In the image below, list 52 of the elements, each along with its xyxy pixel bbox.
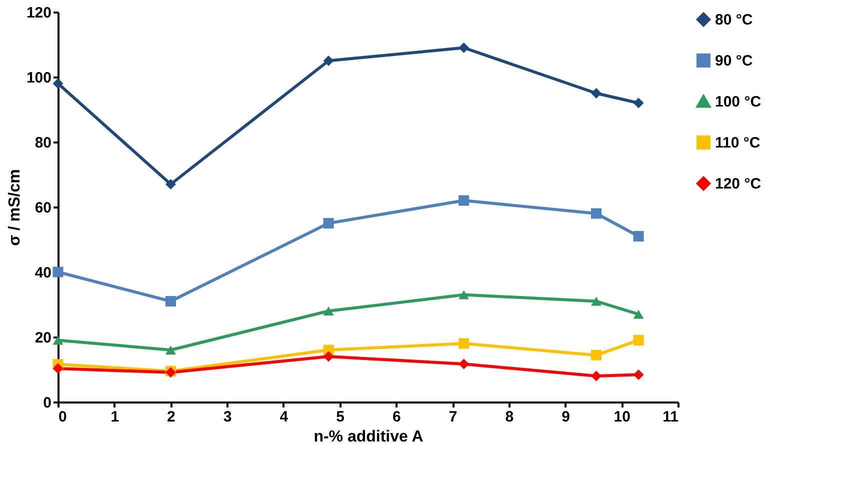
point: [633, 369, 644, 380]
legend-label: 90 °C: [715, 52, 753, 70]
x-tick-label: 2: [167, 408, 176, 426]
y-tick-label: 40: [34, 264, 52, 282]
point: [165, 179, 176, 190]
point: [458, 290, 470, 300]
x-tick-label: 8: [505, 408, 514, 426]
point: [52, 363, 64, 374]
point: [633, 310, 644, 319]
legend-label: 80 °C: [715, 12, 753, 28]
point: [633, 231, 644, 242]
point: [591, 350, 602, 360]
point: [591, 296, 602, 306]
point: [52, 336, 64, 345]
point: [458, 195, 470, 206]
point: [458, 42, 470, 53]
legend-label: 100 °C: [715, 94, 762, 110]
y-tick-label: 120: [26, 4, 52, 22]
y-axis-title: σ / mS/cm: [6, 169, 24, 246]
x-tick-label: 6: [392, 408, 401, 426]
point: [458, 338, 470, 349]
point: [52, 78, 64, 89]
x-tick-label: 9: [562, 408, 570, 426]
point: [591, 208, 602, 219]
x-tick-label: 11: [662, 408, 678, 426]
x-tick-label: 0: [58, 408, 67, 426]
x-tick-label: 3: [223, 408, 232, 426]
point: [633, 98, 644, 108]
x-tick-label: 5: [336, 408, 344, 426]
point: [323, 351, 334, 362]
legend-label: 120 °C: [715, 176, 762, 192]
x-tick-label: 7: [448, 408, 458, 426]
y-tick-label: 100: [26, 70, 52, 86]
point: [323, 56, 334, 66]
x-tick-label: 1: [110, 408, 120, 426]
point: [591, 88, 602, 98]
point: [165, 345, 176, 355]
point: [323, 306, 334, 316]
point: [52, 266, 64, 278]
y-tick-label: 0: [43, 394, 52, 412]
y-tick-label: 60: [34, 200, 52, 216]
point: [323, 218, 334, 228]
y-tick-label: 80: [34, 134, 52, 152]
legend-label: 110 °C: [715, 134, 760, 152]
point: [591, 370, 602, 382]
x-tick-label: 10: [614, 408, 630, 426]
point: [633, 335, 644, 346]
x-tick-label: 4: [280, 408, 289, 426]
x-axis-title: n-% additive A: [314, 428, 424, 446]
y-tick-label: 20: [34, 330, 52, 346]
point: [458, 358, 470, 370]
point: [165, 296, 176, 306]
